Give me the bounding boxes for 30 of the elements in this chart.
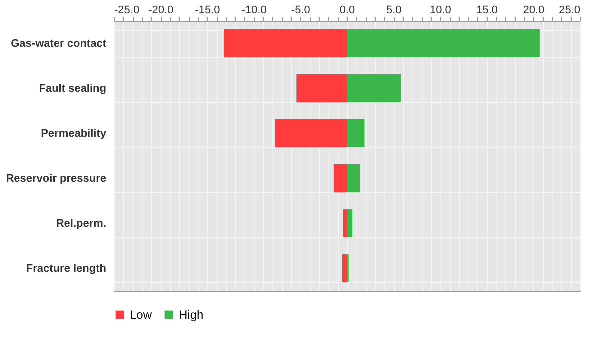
x-tick-label: 15.0 [476,4,498,16]
x-tick-label: 5.0 [386,4,402,16]
bar [296,74,347,102]
bar [347,74,402,102]
y-tick-label: Rel.perm. [56,218,106,230]
y-tick-label: Reservoir pressure [6,173,106,185]
x-tick-label: -15.0 [195,4,220,16]
x-tick-label: 20.0 [523,4,545,16]
bar [342,254,347,282]
bar [224,30,347,58]
x-tick-label: 10.0 [430,4,452,16]
bar [347,164,360,192]
y-tick-label: Fault sealing [39,83,106,95]
y-tick-label: Fracture length [26,263,107,275]
bar [347,30,540,58]
legend-label: High [179,308,204,322]
x-tick-label: -25.0 [114,4,140,16]
y-tick-label: Permeability [41,128,108,140]
legend-label: Low [130,308,152,322]
x-tick-label: 25.0 [559,4,580,16]
bar [347,120,365,148]
x-tick-label: -20.0 [148,4,174,16]
bar [343,210,347,238]
bar [334,164,347,192]
x-tick-label: -5.0 [291,4,310,16]
y-tick-label: Gas-water contact [11,38,107,50]
x-tick-label: 0.0 [340,4,356,16]
bar [347,210,353,238]
bar [275,120,347,148]
x-tick-label: -10.0 [242,4,267,16]
